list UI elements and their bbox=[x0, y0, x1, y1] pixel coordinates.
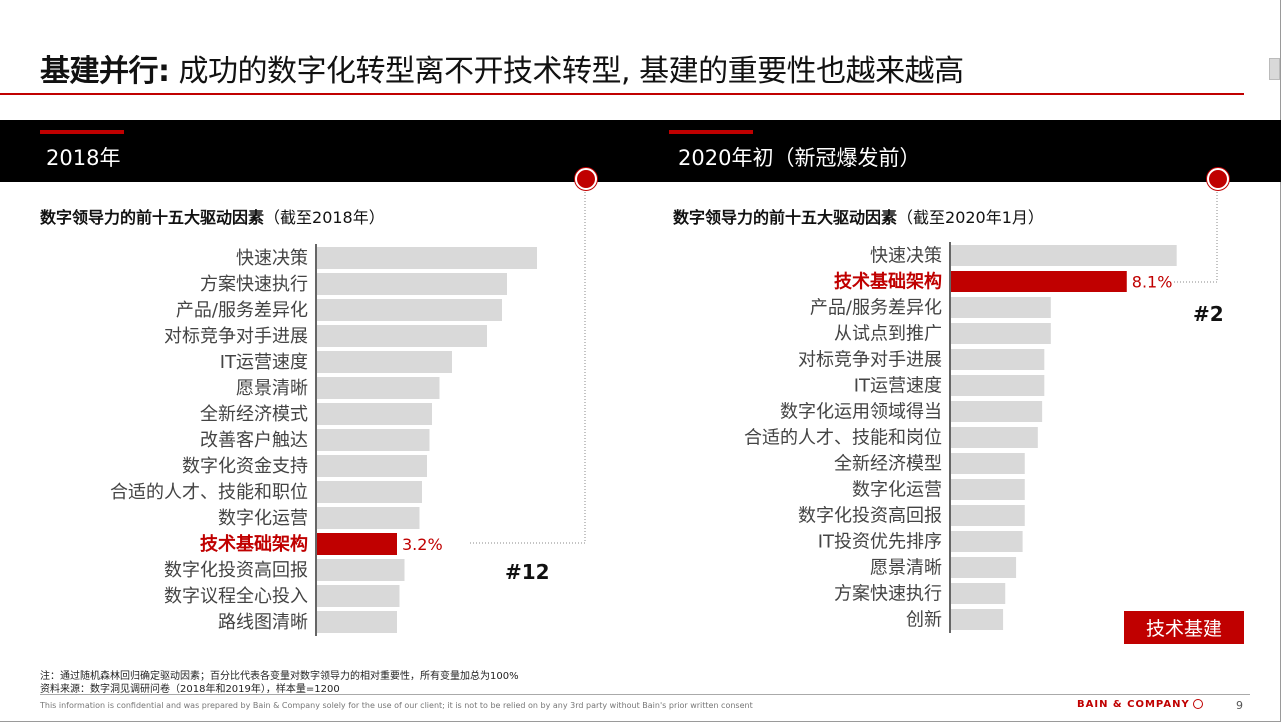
right-category-label: 合适的人才、技能和岗位 bbox=[744, 428, 942, 449]
right-bar bbox=[951, 609, 1004, 630]
title-rest: 成功的数字化转型离不开技术转型, 基建的重要性也越来越高 bbox=[169, 54, 965, 89]
right-category-label: IT运营速度 bbox=[854, 376, 942, 397]
right-category-label: 方案快速执行 bbox=[834, 584, 942, 605]
footer-divider bbox=[40, 694, 1250, 695]
left-bar bbox=[317, 377, 440, 399]
right-category-label: 对标竞争对手进展 bbox=[798, 350, 942, 371]
left-category-label: IT运营速度 bbox=[220, 352, 308, 373]
right-header-title: 2020年初（新冠爆发前） bbox=[678, 146, 921, 170]
left-callout-connector bbox=[470, 186, 586, 544]
tech-infrastructure-badge: 技术基建 bbox=[1124, 611, 1244, 644]
left-bar bbox=[317, 611, 397, 633]
right-bar bbox=[951, 427, 1038, 448]
left-category-label: 路线图清晰 bbox=[218, 612, 308, 633]
right-bar bbox=[951, 583, 1006, 604]
right-bar bbox=[951, 349, 1045, 370]
right-bar bbox=[951, 557, 1017, 578]
right-subtitle-bold: 数字领导力的前十五大驱动因素 bbox=[673, 208, 898, 227]
section-header-bar bbox=[0, 120, 1281, 182]
left-category-label: 数字化资金支持 bbox=[182, 456, 308, 477]
right-bar bbox=[951, 297, 1051, 318]
left-category-label: 愿景清晰 bbox=[236, 378, 308, 399]
right-bar bbox=[951, 531, 1023, 552]
left-header-title: 2018年 bbox=[46, 146, 121, 170]
left-chart-subtitle: 数字领导力的前十五大驱动因素（截至2018年） bbox=[40, 204, 385, 228]
left-bar bbox=[317, 299, 502, 321]
left-header-accent bbox=[40, 130, 124, 134]
left-category-label: 技术基础架构 bbox=[200, 533, 308, 555]
right-bar bbox=[951, 505, 1025, 526]
left-category-label: 全新经济模式 bbox=[200, 404, 308, 425]
right-category-label: 创新 bbox=[906, 610, 942, 631]
right-bar bbox=[951, 245, 1177, 266]
left-bar bbox=[317, 455, 427, 477]
footnote-2: 资料来源：数字洞见调研问卷（2018年和2019年），样本量=1200 bbox=[40, 684, 340, 695]
left-subtitle-bold: 数字领导力的前十五大驱动因素 bbox=[40, 208, 265, 227]
right-bar bbox=[951, 271, 1127, 292]
left-bar bbox=[317, 481, 422, 503]
right-bar bbox=[951, 401, 1043, 422]
right-category-label: 技术基础架构 bbox=[834, 271, 942, 293]
left-category-label: 产品/服务差异化 bbox=[176, 300, 308, 321]
left-bar bbox=[317, 325, 487, 347]
footnote-1: 注：通过随机森林回归确定驱动因素；百分比代表各变量对数字领导力的相对重要性，所有… bbox=[40, 671, 519, 682]
confidentiality-notice: This information is confidential and was… bbox=[40, 701, 753, 710]
brand-name: BAIN & COMPANY bbox=[1077, 699, 1190, 710]
right-category-label: 数字化投资高回报 bbox=[798, 506, 942, 527]
left-callout-dot bbox=[575, 168, 597, 190]
left-subtitle-rest: （截至2018年） bbox=[264, 208, 385, 227]
left-category-label: 改善客户触达 bbox=[200, 430, 308, 451]
left-bar bbox=[317, 559, 405, 581]
right-subtitle-rest: （截至2020年1月） bbox=[897, 208, 1044, 227]
brand-logo: BAIN & COMPANY bbox=[1077, 699, 1203, 710]
right-category-label: 从试点到推广 bbox=[834, 324, 942, 345]
right-category-label: 数字化运用领域得当 bbox=[780, 402, 942, 423]
left-category-label: 对标竞争对手进展 bbox=[164, 326, 308, 347]
left-bar bbox=[317, 507, 420, 529]
right-bar bbox=[951, 375, 1045, 396]
right-category-label: 全新经济模型 bbox=[834, 454, 942, 475]
left-highlight-value-label: 3.2% bbox=[402, 535, 443, 554]
left-bar bbox=[317, 351, 452, 373]
left-bar bbox=[317, 429, 430, 451]
left-bar bbox=[317, 585, 400, 607]
right-bar bbox=[951, 453, 1025, 474]
right-bar bbox=[951, 479, 1025, 500]
left-bar bbox=[317, 403, 432, 425]
right-category-label: IT投资优先排序 bbox=[818, 532, 942, 553]
brand-mark-icon bbox=[1192, 699, 1203, 709]
right-category-label: 数字化运营 bbox=[852, 480, 942, 501]
page-number: 9 bbox=[1236, 699, 1243, 712]
right-chart-subtitle: 数字领导力的前十五大驱动因素（截至2020年1月） bbox=[673, 204, 1044, 228]
left-bar bbox=[317, 247, 537, 269]
right-header-accent bbox=[669, 130, 753, 134]
left-bar bbox=[317, 273, 507, 295]
title-bold: 基建并行: bbox=[40, 54, 170, 89]
right-callout-dot bbox=[1207, 168, 1229, 190]
left-category-label: 数字议程全心投入 bbox=[164, 586, 308, 607]
scrollbar-thumb[interactable] bbox=[1269, 58, 1280, 80]
left-category-label: 数字化投资高回报 bbox=[164, 560, 308, 581]
right-category-label: 快速决策 bbox=[870, 246, 942, 267]
right-rank-label: #2 bbox=[1193, 302, 1224, 326]
right-category-label: 产品/服务差异化 bbox=[810, 298, 942, 319]
slide-title: 基建并行: 成功的数字化转型离不开技术转型, 基建的重要性也越来越高 bbox=[40, 46, 964, 90]
right-highlight-value-label: 8.1% bbox=[1132, 273, 1173, 292]
left-category-label: 数字化运营 bbox=[218, 508, 308, 529]
left-category-label: 快速决策 bbox=[236, 248, 308, 269]
left-category-label: 方案快速执行 bbox=[200, 274, 308, 295]
right-callout-connector bbox=[1172, 186, 1218, 283]
right-bar bbox=[951, 323, 1051, 344]
right-category-label: 愿景清晰 bbox=[870, 558, 942, 579]
left-bar bbox=[317, 533, 397, 555]
title-underline bbox=[0, 93, 1244, 95]
left-rank-label: #12 bbox=[505, 560, 550, 584]
left-category-label: 合适的人才、技能和职位 bbox=[110, 482, 308, 503]
